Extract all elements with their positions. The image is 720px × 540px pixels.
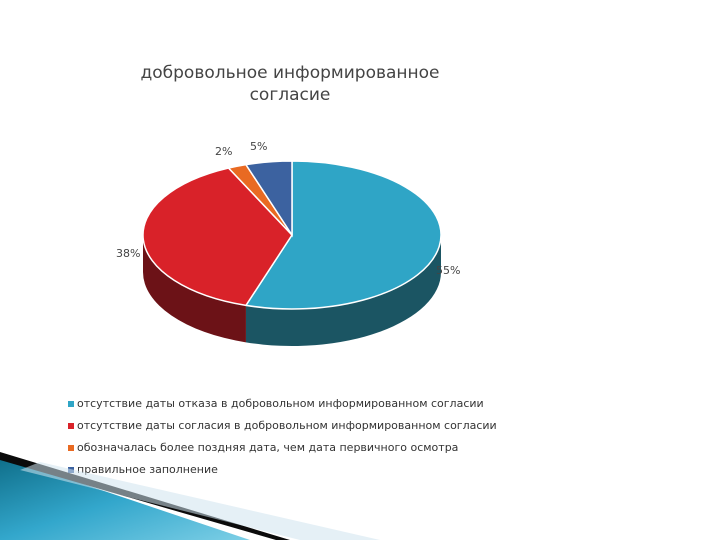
- chart-title: добровольное информированное согласие: [140, 63, 440, 105]
- data-label: 38%: [116, 247, 140, 260]
- decor-light: [20, 462, 380, 540]
- legend-label: обозначалась более поздняя дата, чем дат…: [77, 441, 459, 454]
- pie-slice: [142, 167, 293, 307]
- legend-label: отсутствие даты согласия в добровольном …: [77, 419, 497, 432]
- legend-item: обозначалась более поздняя дата, чем дат…: [68, 432, 497, 454]
- pie-slice-side: [143, 235, 246, 343]
- legend-swatch: [68, 401, 74, 407]
- data-label: 2%: [215, 145, 232, 158]
- legend-swatch: [68, 445, 74, 451]
- data-label: 5%: [250, 140, 267, 153]
- pie-slice-side: [245, 235, 441, 346]
- legend-item: отсутствие даты отказа в добровольном ин…: [68, 388, 497, 410]
- chart-legend: отсутствие даты отказа в добровольном ин…: [68, 388, 497, 476]
- legend-label: отсутствие даты отказа в добровольном ин…: [77, 397, 484, 410]
- pie-slice: [244, 160, 293, 238]
- legend-swatch: [68, 423, 74, 429]
- legend-label: правильное заполнение: [77, 463, 218, 476]
- pie-slice: [244, 160, 442, 310]
- data-label: 55%: [436, 264, 460, 277]
- legend-item: отсутствие даты согласия в добровольном …: [68, 410, 497, 432]
